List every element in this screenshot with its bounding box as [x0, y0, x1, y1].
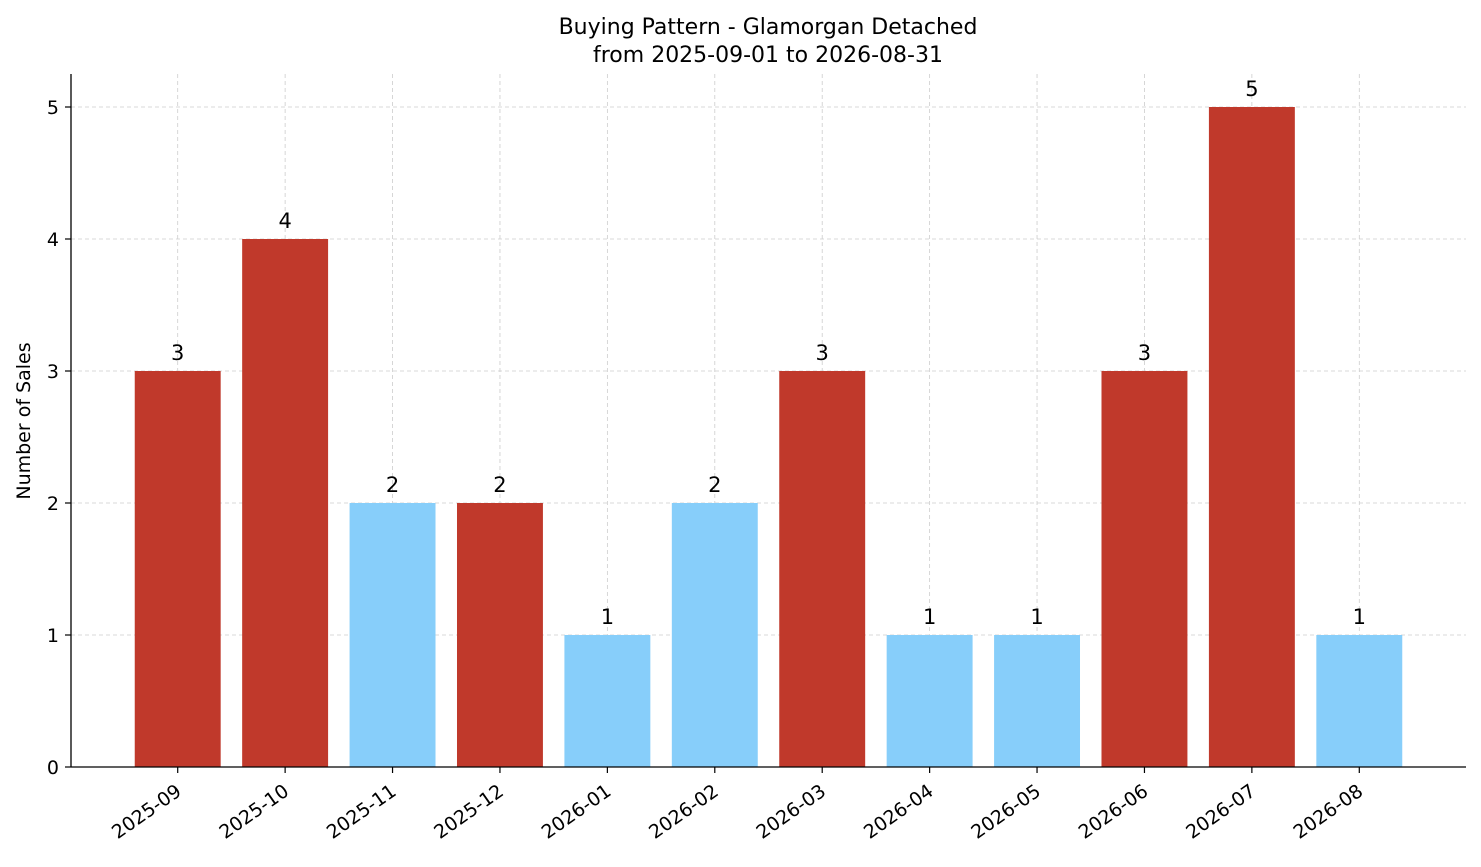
x-tick-label: 2026-02 — [645, 780, 723, 844]
data-label: 2 — [386, 473, 399, 497]
x-tick-label: 2026-08 — [1290, 780, 1368, 844]
chart-title: Buying Pattern - Glamorgan Detached — [559, 15, 978, 40]
x-tick-label: 2026-01 — [538, 780, 616, 844]
x-tick-label: 2026-05 — [967, 780, 1045, 844]
x-tick-label: 2025-10 — [215, 780, 293, 844]
data-label: 1 — [1353, 605, 1366, 629]
y-tick-label: 2 — [47, 493, 59, 515]
bar — [1208, 107, 1295, 767]
data-label: 5 — [1245, 77, 1258, 101]
x-tick-label: 2025-12 — [430, 780, 508, 844]
bar — [134, 371, 221, 767]
y-tick-label: 3 — [47, 361, 59, 383]
x-tick-label: 2026-03 — [752, 780, 830, 844]
y-tick-label: 0 — [47, 757, 59, 779]
x-tick-label: 2025-11 — [323, 780, 401, 844]
bar — [994, 635, 1081, 767]
bar — [242, 239, 329, 767]
y-axis-label: Number of Sales — [13, 342, 35, 499]
bar — [564, 635, 651, 767]
bar — [671, 503, 758, 767]
x-tick-label: 2026-07 — [1182, 780, 1260, 844]
data-label: 1 — [601, 605, 614, 629]
x-tick-label: 2026-04 — [860, 780, 938, 844]
data-label: 3 — [816, 341, 829, 365]
bar — [886, 635, 973, 767]
chart-subtitle: from 2025-09-01 to 2026-08-31 — [593, 43, 943, 68]
bar — [779, 371, 866, 767]
data-label: 2 — [493, 473, 506, 497]
data-labels-layer: 3 4 2 2 1 2 3 1 1 3 5 1 — [171, 77, 1366, 629]
bar — [1316, 635, 1403, 767]
data-label: 1 — [1030, 605, 1043, 629]
y-tick-label: 5 — [47, 97, 59, 119]
data-label: 3 — [1138, 341, 1151, 365]
axes-layer — [70, 74, 1466, 768]
data-label: 2 — [708, 473, 721, 497]
data-label: 3 — [171, 341, 184, 365]
x-tick-label: 2025-09 — [108, 780, 186, 844]
y-tick-label: 1 — [47, 625, 59, 647]
y-tick-label: 4 — [47, 229, 59, 251]
bar — [1101, 371, 1188, 767]
data-label: 4 — [278, 209, 291, 233]
bar — [349, 503, 436, 767]
bars-layer — [134, 107, 1403, 767]
data-label: 1 — [923, 605, 936, 629]
bar — [456, 503, 543, 767]
x-tick-label: 2026-06 — [1075, 780, 1153, 844]
